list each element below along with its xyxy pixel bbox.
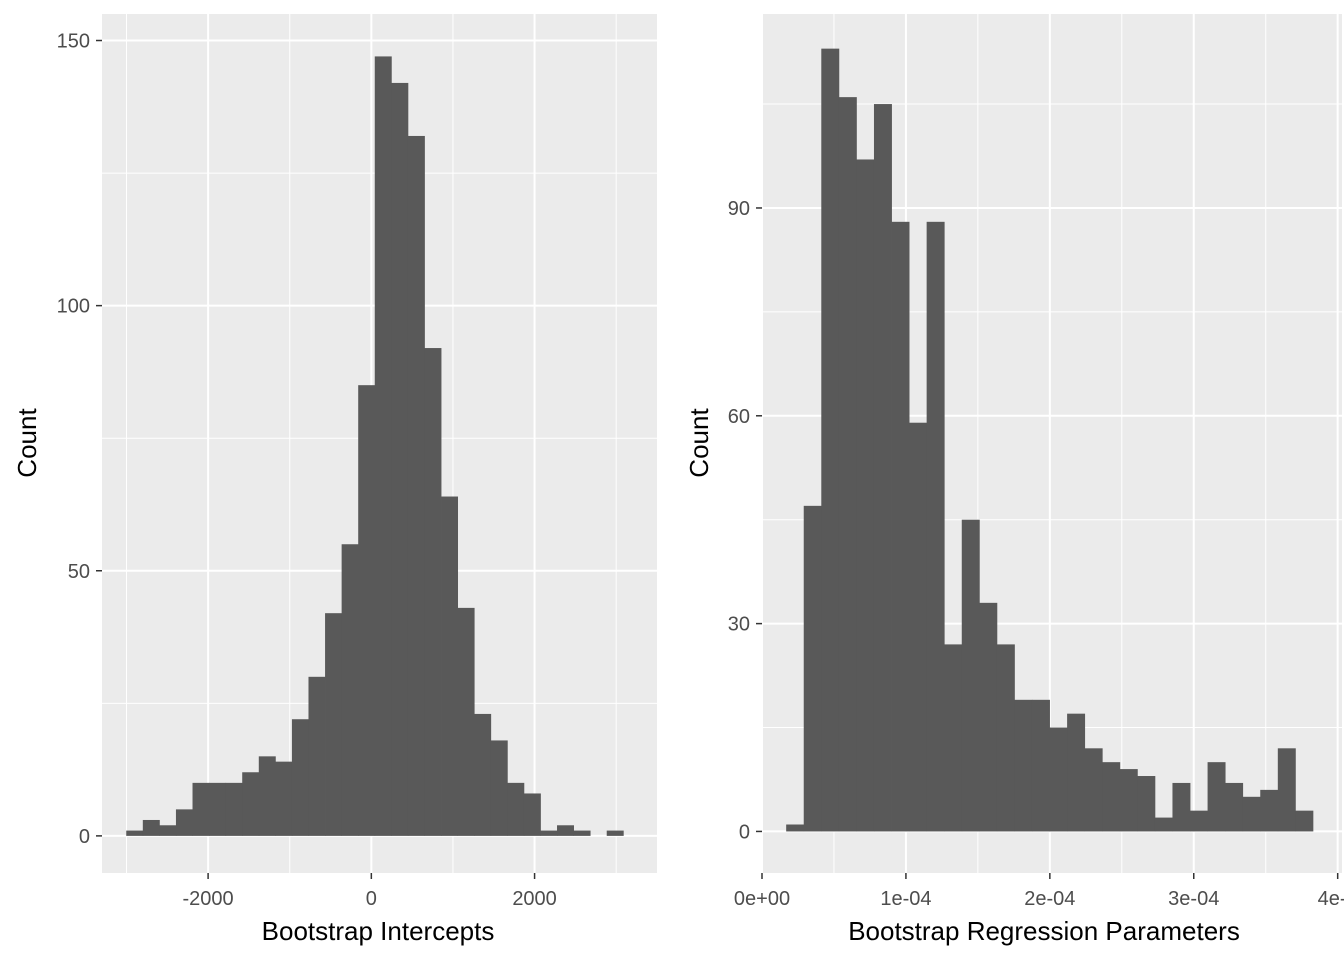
histogram-bar bbox=[996, 644, 1015, 832]
histogram-bar bbox=[926, 221, 945, 832]
histogram-bar bbox=[573, 830, 591, 836]
histogram-bar bbox=[1260, 789, 1279, 832]
histogram-bar bbox=[1119, 769, 1138, 832]
histogram-bar bbox=[1102, 762, 1121, 832]
histogram-bar bbox=[275, 761, 293, 836]
histogram-bar bbox=[961, 519, 980, 832]
histogram-bar bbox=[291, 719, 309, 836]
x-tick-label: 4e-0 bbox=[1318, 888, 1344, 910]
histogram-bar bbox=[821, 48, 840, 832]
histogram-bar bbox=[142, 819, 160, 836]
y-tick-label: 60 bbox=[728, 406, 750, 428]
y-tick-label: 0 bbox=[79, 826, 90, 848]
histogram-bar bbox=[1137, 776, 1156, 832]
histogram-bar bbox=[523, 793, 541, 836]
y-tick-label: 30 bbox=[728, 614, 750, 636]
histogram-bar bbox=[557, 825, 574, 836]
histogram-bar bbox=[944, 644, 963, 832]
x-axis-title: Bootstrap Intercepts bbox=[262, 916, 495, 946]
histogram-bar bbox=[856, 159, 875, 832]
y-axis-title: Count bbox=[684, 408, 714, 478]
histogram-bar bbox=[1014, 699, 1033, 832]
y-tick-label: 50 bbox=[68, 561, 90, 583]
y-tick-label: 150 bbox=[57, 31, 90, 53]
x-axis-title: Bootstrap Regression Parameters bbox=[848, 916, 1240, 946]
histogram-bar bbox=[407, 135, 425, 836]
histogram-bar bbox=[258, 756, 276, 836]
y-tick-label: 0 bbox=[739, 821, 750, 843]
histogram-bar bbox=[325, 613, 343, 836]
histogram-bar bbox=[838, 97, 857, 832]
histogram-bar bbox=[374, 56, 392, 836]
histogram-bar bbox=[1242, 796, 1261, 832]
histogram-bar bbox=[873, 104, 892, 832]
histogram-bar bbox=[786, 824, 805, 832]
x-tick-label: 2000 bbox=[512, 888, 557, 910]
histogram-bar bbox=[1295, 810, 1314, 832]
histogram-bar bbox=[1049, 727, 1068, 832]
histogram-bar bbox=[341, 544, 359, 836]
histogram-bar bbox=[540, 830, 558, 836]
x-tick-label: 2e-04 bbox=[1024, 888, 1075, 910]
histogram-bar bbox=[424, 348, 442, 836]
histogram-bar bbox=[441, 496, 459, 836]
y-tick-label: 90 bbox=[728, 198, 750, 220]
x-tick-label: 0 bbox=[366, 888, 377, 910]
histogram-bar bbox=[1154, 817, 1173, 832]
x-tick-label: 0e+00 bbox=[734, 888, 790, 910]
histogram-bar bbox=[358, 385, 376, 836]
plot-layer: -2000 0 2000 0 50 100 150 bbox=[57, 14, 657, 910]
histogram-bar bbox=[225, 782, 243, 836]
histogram-bar bbox=[457, 607, 475, 836]
histogram-bar bbox=[1225, 782, 1244, 832]
x-tick-label: -2000 bbox=[183, 888, 234, 910]
histogram-bar bbox=[474, 713, 492, 836]
histogram-bar bbox=[1190, 810, 1208, 832]
histogram-bar bbox=[159, 825, 177, 836]
histogram-bar bbox=[1031, 699, 1050, 832]
histogram-bar bbox=[909, 422, 928, 832]
histogram-bar bbox=[126, 830, 144, 836]
histogram-bar bbox=[175, 809, 193, 836]
y-axis-title: Count bbox=[12, 408, 42, 478]
histogram-bar bbox=[803, 505, 822, 832]
histogram-bar bbox=[979, 602, 998, 832]
histogram-bar bbox=[507, 782, 525, 836]
histogram-bar bbox=[192, 782, 210, 836]
histogram-bar bbox=[391, 82, 409, 836]
histogram-bar bbox=[891, 221, 910, 832]
histogram-bar bbox=[209, 782, 227, 836]
histogram-bar bbox=[1172, 782, 1191, 832]
histogram-bar bbox=[1084, 748, 1103, 832]
y-tick-label: 100 bbox=[57, 296, 90, 318]
histogram-bar bbox=[1207, 762, 1226, 832]
histogram-bar bbox=[606, 830, 624, 836]
plot-layer: 0e+00 1e-04 2e-04 3e-04 4e-0 0 30 60 90 bbox=[728, 14, 1344, 910]
histogram-bar bbox=[308, 676, 326, 836]
histogram-bar bbox=[1067, 713, 1086, 832]
histogram-bar bbox=[490, 740, 508, 836]
x-tick-label: 1e-04 bbox=[880, 888, 931, 910]
histogram-bar bbox=[1277, 748, 1296, 832]
histogram-regression-parameters: 0e+00 1e-04 2e-04 3e-04 4e-0 0 30 60 90 Bootstrap… bbox=[684, 14, 1344, 946]
histogram-bar bbox=[242, 772, 260, 836]
x-tick-label: 3e-04 bbox=[1168, 888, 1219, 910]
